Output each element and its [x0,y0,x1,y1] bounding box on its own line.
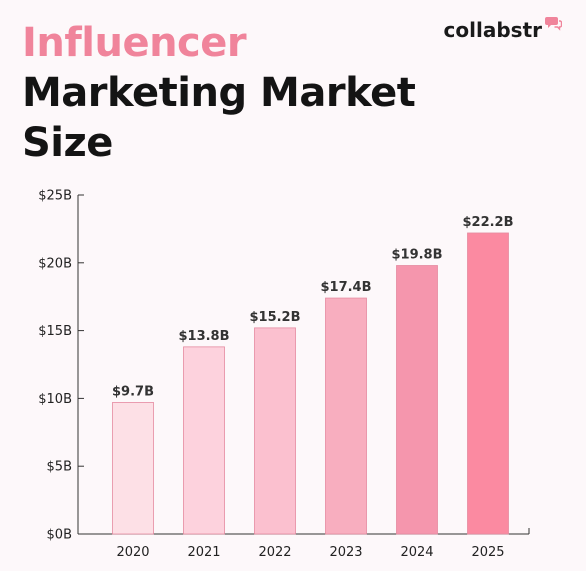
bar-2024 [396,265,438,535]
x-tick-label: 2021 [187,545,220,560]
bar-2025 [467,232,509,535]
y-tick-label: $20B [38,256,72,271]
speech-bubbles-icon [544,16,563,36]
data-label: $17.4B [320,280,371,295]
chart-axes: $0B $5B $10B $15B $20B $25B [38,189,530,543]
data-label: $22.2B [462,215,513,230]
chart-bars [112,232,509,535]
chart-labels: 2020 $9.7B 2021 $13.8B 2022 $15.2B 2023 $17.4B 2… [112,215,514,560]
bar-2023 [325,297,367,535]
title-line-2: Marketing Market [22,70,416,116]
title-block: Influencer Marketing Market Size [22,18,416,168]
title-line-3: Size [22,120,113,166]
x-tick-label: 2025 [471,545,504,560]
y-tick-label: $25B [38,189,72,204]
data-label: $9.7B [112,384,154,399]
y-tick-label: $10B [38,392,72,407]
data-label: $19.8B [391,248,442,263]
data-label: $13.8B [178,329,229,344]
bar-2020 [112,402,154,535]
y-tick-label: $0B [47,528,72,543]
title-line-accent: Influencer [22,20,247,66]
y-tick-label: $5B [47,460,72,475]
brand-logo: collabstr [443,16,563,42]
bar-2022 [254,327,296,535]
data-label: $15.2B [249,310,300,325]
x-tick-label: 2024 [400,545,433,560]
brand-name: collabstr [443,18,542,42]
y-tick-label: $15B [38,324,72,339]
x-tick-label: 2023 [329,545,362,560]
x-tick-label: 2022 [258,545,291,560]
x-tick-label: 2020 [116,545,149,560]
bar-2021 [183,346,225,535]
